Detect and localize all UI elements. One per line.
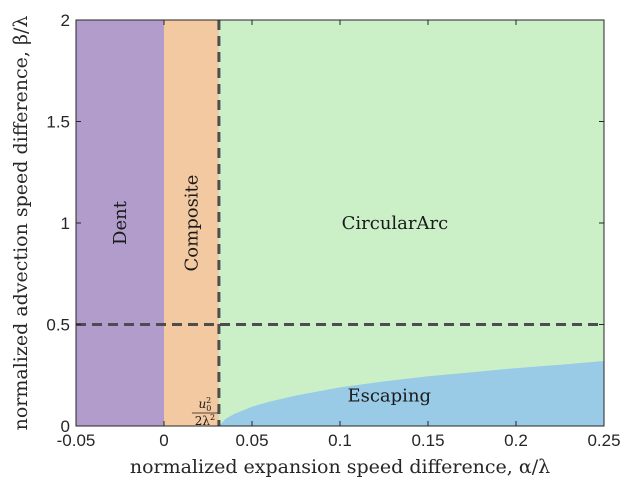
- region-label-circulararc: CircularArc: [342, 213, 449, 234]
- y-tick-label: 1.5: [46, 113, 70, 132]
- threshold-annotation: u2 0 2λ2: [191, 396, 218, 428]
- y-tick-label: 0: [61, 417, 70, 436]
- x-tick-label: 0.2: [504, 431, 528, 450]
- x-tick-label: -0.05: [57, 431, 96, 450]
- y-axis-label: normalized advection speed difference, β…: [10, 16, 32, 431]
- x-tick-label: 0.1: [328, 431, 352, 450]
- region-label-composite: Composite: [181, 175, 202, 272]
- x-tick-label: 0.15: [411, 431, 444, 450]
- y-tick-label: 1: [61, 214, 70, 233]
- x-tick-label: 0.05: [235, 431, 268, 450]
- y-tick-label: 2: [61, 11, 70, 30]
- region-escaping: [218, 361, 605, 426]
- threshold-numerator: u2 0: [198, 396, 211, 413]
- region-label-dent: Dent: [110, 200, 131, 245]
- regions-layer: [76, 20, 605, 426]
- x-axis-label: normalized expansion speed difference, α…: [130, 456, 550, 478]
- x-tick-label: 0: [159, 431, 168, 450]
- threshold-denominator: 2λ2: [195, 413, 215, 428]
- x-tick-label: 0.25: [587, 431, 620, 450]
- region-label-escaping: Escaping: [347, 386, 431, 407]
- dashed-lines-layer: [76, 20, 604, 426]
- region-composite: [164, 20, 219, 426]
- region-dent: [76, 20, 164, 426]
- y-tick-label: 0.5: [46, 316, 70, 335]
- region-circulararc: [218, 20, 605, 426]
